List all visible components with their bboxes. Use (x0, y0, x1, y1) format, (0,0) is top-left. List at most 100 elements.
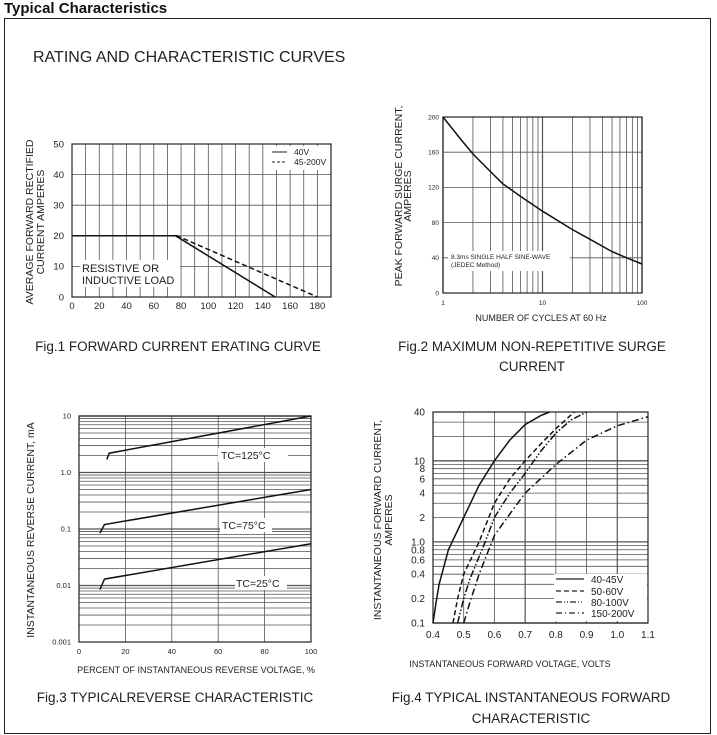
fig2-plot: 1 10 100 0 40 80 120 160 200 (428, 114, 648, 307)
fig1-legend (268, 146, 330, 170)
y-tick-label: 4 (419, 489, 425, 500)
y-tick-label: 0.6 (411, 555, 425, 566)
x-tick-label: 0.7 (518, 630, 532, 641)
fig4-legend-label-80-100v: 80-100V (591, 598, 629, 609)
fig2-xlabel: NUMBER OF CYCLES AT 60 Hz (475, 313, 607, 323)
y-tick-label: 10 (63, 412, 71, 421)
series-line-tc-25-c (99, 542, 312, 590)
y-tick-label: 0.2 (411, 594, 425, 605)
x-tick-label: 100 (200, 301, 216, 312)
y-tick-label: 10 (53, 262, 64, 273)
fig4-caption-line1: Fig.4 TYPICAL INSTANTANEOUS FORWARD (392, 690, 671, 705)
x-tick-label: 140 (255, 301, 271, 312)
fig4-legend-label-150-200v: 150-200V (591, 609, 635, 620)
y-tick-label: 0.1 (61, 525, 71, 534)
plot-border (71, 143, 332, 298)
x-tick-label: 0 (77, 647, 81, 656)
fig1-ylabel: AVERAGE FORWARD RECTIFIED CURRENT AMPERE… (24, 139, 47, 304)
y-tick-label: 80 (432, 220, 440, 227)
y-tick-label: 0 (59, 292, 64, 303)
x-tick-label: 100 (637, 300, 648, 307)
fig3-series-label-75: TC=75°C (222, 520, 266, 532)
x-tick-label: 180 (309, 301, 325, 312)
fig2-annotation-bg (448, 251, 570, 271)
fig4-xlabel: INSTANTANEOUS FORWARD VOLTAGE, VOLTS (409, 659, 610, 669)
fig2-annotation-line2: (JEDEC Method) (451, 262, 500, 269)
x-tick-label: 20 (94, 301, 105, 312)
y-tick-label: 0.1 (411, 619, 425, 630)
fig3-series-label-125: TC=125°C (221, 450, 271, 462)
series-line-curve (442, 116, 643, 265)
fig1-ylabel-line2: CURRENT AMPERES (35, 170, 47, 275)
fig3-series-label-25: TC=25°C (236, 578, 280, 590)
y-tick-label: 2 (419, 513, 425, 524)
fig1-legend-label-45-200v: 45-200V (294, 157, 326, 167)
y-tick-label: 6 (419, 474, 425, 485)
x-tick-label: 80 (260, 647, 268, 656)
fig1-legend-label-40v: 40V (294, 147, 309, 157)
page-heading: RATING AND CHARACTERISTIC CURVES (33, 49, 345, 66)
y-tick-label: 160 (428, 149, 439, 156)
fig3-label-bg-25 (235, 576, 287, 590)
y-tick-label: 120 (428, 185, 439, 192)
y-tick-label: 0.01 (56, 581, 71, 590)
plot-border (442, 116, 643, 294)
x-tick-label: 20 (121, 647, 129, 656)
plot-border (432, 411, 649, 624)
fig4-legend-label-40-45v: 40-45V (591, 575, 624, 586)
x-tick-label: 100 (305, 647, 318, 656)
x-tick-label: 160 (282, 301, 298, 312)
y-tick-label: 0.4 (411, 570, 425, 581)
fig3-ylabel: INSTANTANEOUS REVERSE CURRENT, mA (25, 422, 37, 637)
y-tick-label: 8 (419, 464, 425, 475)
fig4-plot: 0.4 0.5 0.6 0.7 0.8 0.9 1.0 1.10.10.20.40.60.81… (411, 408, 655, 642)
x-tick-label: 40 (168, 647, 176, 656)
y-tick-label: 30 (53, 201, 64, 212)
x-tick-label: 0.9 (580, 630, 594, 641)
fig2-annotation-line1: 8.3ms SINGLE HALF SINE-WAVE (451, 254, 551, 261)
fig2-caption-line2: CURRENT (499, 359, 565, 374)
series-line-tc-125-c (106, 415, 312, 460)
x-tick-label: 1.0 (610, 630, 624, 641)
fig1-ylabel-line1: AVERAGE FORWARD RECTIFIED (24, 139, 36, 304)
x-tick-label: 60 (149, 301, 160, 312)
fig1-plot: 0 20 40 60 80 100 120 140 160 180 0 10 20 30 40 50 (53, 139, 332, 312)
y-tick-label: 1.0 (411, 537, 425, 548)
fig1-caption: Fig.1 FORWARD CURRENT ERATING CURVE (35, 339, 321, 354)
x-tick-label: 0.6 (487, 630, 501, 641)
y-tick-label: 40 (53, 170, 64, 181)
x-tick-label: 1.1 (641, 630, 655, 641)
y-tick-label: 0.8 (411, 545, 425, 556)
series-line-40-45v (432, 411, 550, 624)
y-tick-label: 200 (428, 114, 439, 121)
fig4-legend-label-50-60v: 50-60V (591, 587, 624, 598)
y-tick-label: 1.0 (61, 468, 71, 477)
fig3-label-bg-75 (220, 518, 272, 532)
fig4-caption-line2: CHARACTERISTIC (472, 711, 591, 726)
y-tick-label: 50 (53, 139, 64, 150)
y-tick-label: 40 (432, 255, 440, 262)
x-tick-label: 0 (69, 301, 74, 312)
series-line-150-200v (462, 415, 649, 624)
fig1-annotation-bg (80, 260, 180, 287)
x-tick-label: 120 (228, 301, 244, 312)
series-line-tc-75-c (99, 488, 312, 534)
fig2-caption-line1: Fig.2 MAXIMUM NON-REPETITIVE SURGE (398, 339, 666, 354)
x-tick-label: 40 (121, 301, 132, 312)
y-tick-label: 0 (435, 290, 439, 297)
y-tick-label: 10 (414, 456, 426, 467)
x-tick-label: 0.4 (426, 630, 440, 641)
figure-frame (4, 18, 711, 734)
x-tick-label: 80 (176, 301, 187, 312)
series-line-80-100v (456, 411, 587, 624)
series-line-45-200v (72, 235, 318, 298)
fig2-ylabel-line1: PEAK FORWARD SURGE CURRENT, (393, 106, 405, 287)
x-tick-label: 0.5 (457, 630, 471, 641)
x-tick-label: 60 (214, 647, 222, 656)
fig1-annotation-line1: RESISTIVE OR (82, 263, 159, 275)
x-tick-label: 0.8 (549, 630, 563, 641)
fig3-xlabel: PERCENT OF INSTANTANEOUS REVERSE VOLTAGE… (77, 665, 315, 675)
fig4-ylabel-line2: AMPERES (383, 494, 395, 545)
x-tick-label: 1 (441, 300, 445, 307)
